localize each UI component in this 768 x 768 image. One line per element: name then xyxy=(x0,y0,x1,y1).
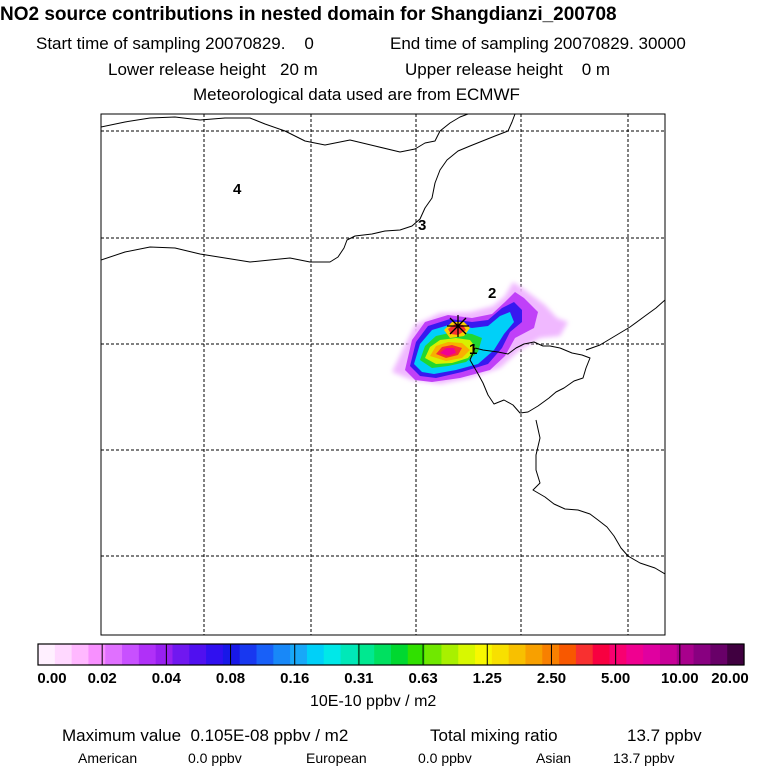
met-data-label: Meteorological data used are from ECMWF xyxy=(193,85,520,104)
colorbar-frame xyxy=(37,643,745,666)
american-label: American xyxy=(78,750,138,766)
colorbar-swatch xyxy=(306,644,325,665)
asian-value: 13.7 ppbv xyxy=(613,750,675,766)
colorbar-swatch xyxy=(626,644,644,665)
colorbar-swatch xyxy=(138,644,157,665)
total-mixing-value: 13.7 ppbv xyxy=(627,726,702,745)
european-value: 0.0 ppbv xyxy=(418,750,472,766)
colorbar-swatch xyxy=(575,644,594,665)
colorbar-unit: 10E-10 ppbv / m2 xyxy=(310,693,437,710)
colorbar-swatch xyxy=(71,644,90,665)
colorbar-swatch xyxy=(206,644,224,665)
colorbar-swatch xyxy=(88,644,106,665)
max-value-label: Maximum value 0.105E-08 ppbv / m2 xyxy=(62,726,349,745)
colorbar-tick-label: 2.50 xyxy=(536,670,567,687)
american-value: 0.0 ppbv xyxy=(188,750,242,766)
colorbar-swatch xyxy=(189,644,207,665)
colorbar-swatch xyxy=(273,644,291,665)
colorbar-swatch xyxy=(391,644,409,665)
colorbar-swatch xyxy=(693,644,711,665)
colorbar-swatch xyxy=(491,644,510,665)
colorbar-tick-label: 5.00 xyxy=(601,670,631,687)
colorbar-swatch xyxy=(172,644,190,665)
region-label-2: 2 xyxy=(488,285,496,302)
colorbar-swatch xyxy=(155,644,174,665)
total-mixing-label: Total mixing ratio xyxy=(430,726,558,745)
map-title: NO2 source contributions in nested domai… xyxy=(0,4,617,25)
colorbar-tick-label: 20.00 xyxy=(711,670,749,687)
upper-release-label: Upper release height 0 m xyxy=(405,60,611,79)
colorbar-swatch xyxy=(54,644,73,665)
map-grid xyxy=(101,114,665,635)
colorbar-swatch xyxy=(323,644,342,665)
colorbar-swatch xyxy=(727,644,745,665)
colorbar-swatch xyxy=(340,644,358,665)
colorbar-swatch xyxy=(525,644,543,665)
colorbar-swatch xyxy=(441,644,459,665)
colorbar-dividers xyxy=(101,644,681,665)
european-label: European xyxy=(306,750,367,766)
colorbar-tick-label: 1.25 xyxy=(472,670,502,687)
colorbar-swatch xyxy=(374,644,392,665)
colorbar-tick-label: 0.00 xyxy=(37,670,67,687)
colorbar-swatch xyxy=(559,644,577,665)
colorbar-swatch xyxy=(676,644,695,665)
colorbar-tick-label: 0.02 xyxy=(87,670,117,687)
colorbar-swatch xyxy=(222,644,241,665)
region-label-1: 1 xyxy=(469,341,477,358)
colorbar-swatch xyxy=(475,644,493,665)
colorbar-tick-label: 0.31 xyxy=(344,670,374,687)
colorbar-swatch xyxy=(643,644,661,665)
colorbar xyxy=(38,644,745,665)
colorbar-tick-label: 0.16 xyxy=(280,670,310,687)
colorbar-swatch xyxy=(710,644,728,665)
region-label-3: 3 xyxy=(418,217,426,234)
colorbar-tick-label: 0.04 xyxy=(151,670,181,687)
lower-release-label: Lower release height 20 m xyxy=(108,60,318,79)
colorbar-tick-label: 0.08 xyxy=(215,670,246,687)
colorbar-swatch xyxy=(357,644,375,665)
colorbar-swatch xyxy=(659,644,678,665)
colorbar-swatch xyxy=(407,644,426,665)
colorbar-swatch xyxy=(424,644,443,665)
colorbar-swatch xyxy=(239,644,258,665)
concentration-plume xyxy=(392,282,568,384)
colorbar-tick-label: 10.00 xyxy=(661,670,699,687)
end-time-label: End time of sampling 20070829. 30000 xyxy=(390,34,686,53)
colorbar-swatch xyxy=(592,644,611,665)
region-label-4: 4 xyxy=(233,181,242,198)
coastline-lines xyxy=(101,114,665,575)
colorbar-swatch xyxy=(458,644,476,665)
map-frame xyxy=(100,113,666,636)
colorbar-tick-label: 0.63 xyxy=(408,670,438,687)
colorbar-swatch xyxy=(256,644,274,665)
colorbar-swatch xyxy=(609,644,627,665)
colorbar-swatch xyxy=(105,644,123,665)
colorbar-swatch xyxy=(290,644,308,665)
asian-label: Asian xyxy=(536,750,572,766)
colorbar-swatch xyxy=(38,644,56,665)
asterisk-icon xyxy=(447,315,469,337)
colorbar-swatch xyxy=(508,644,527,665)
start-time-label: Start time of sampling 20070829. 0 xyxy=(36,34,314,53)
colorbar-swatch xyxy=(122,644,140,665)
